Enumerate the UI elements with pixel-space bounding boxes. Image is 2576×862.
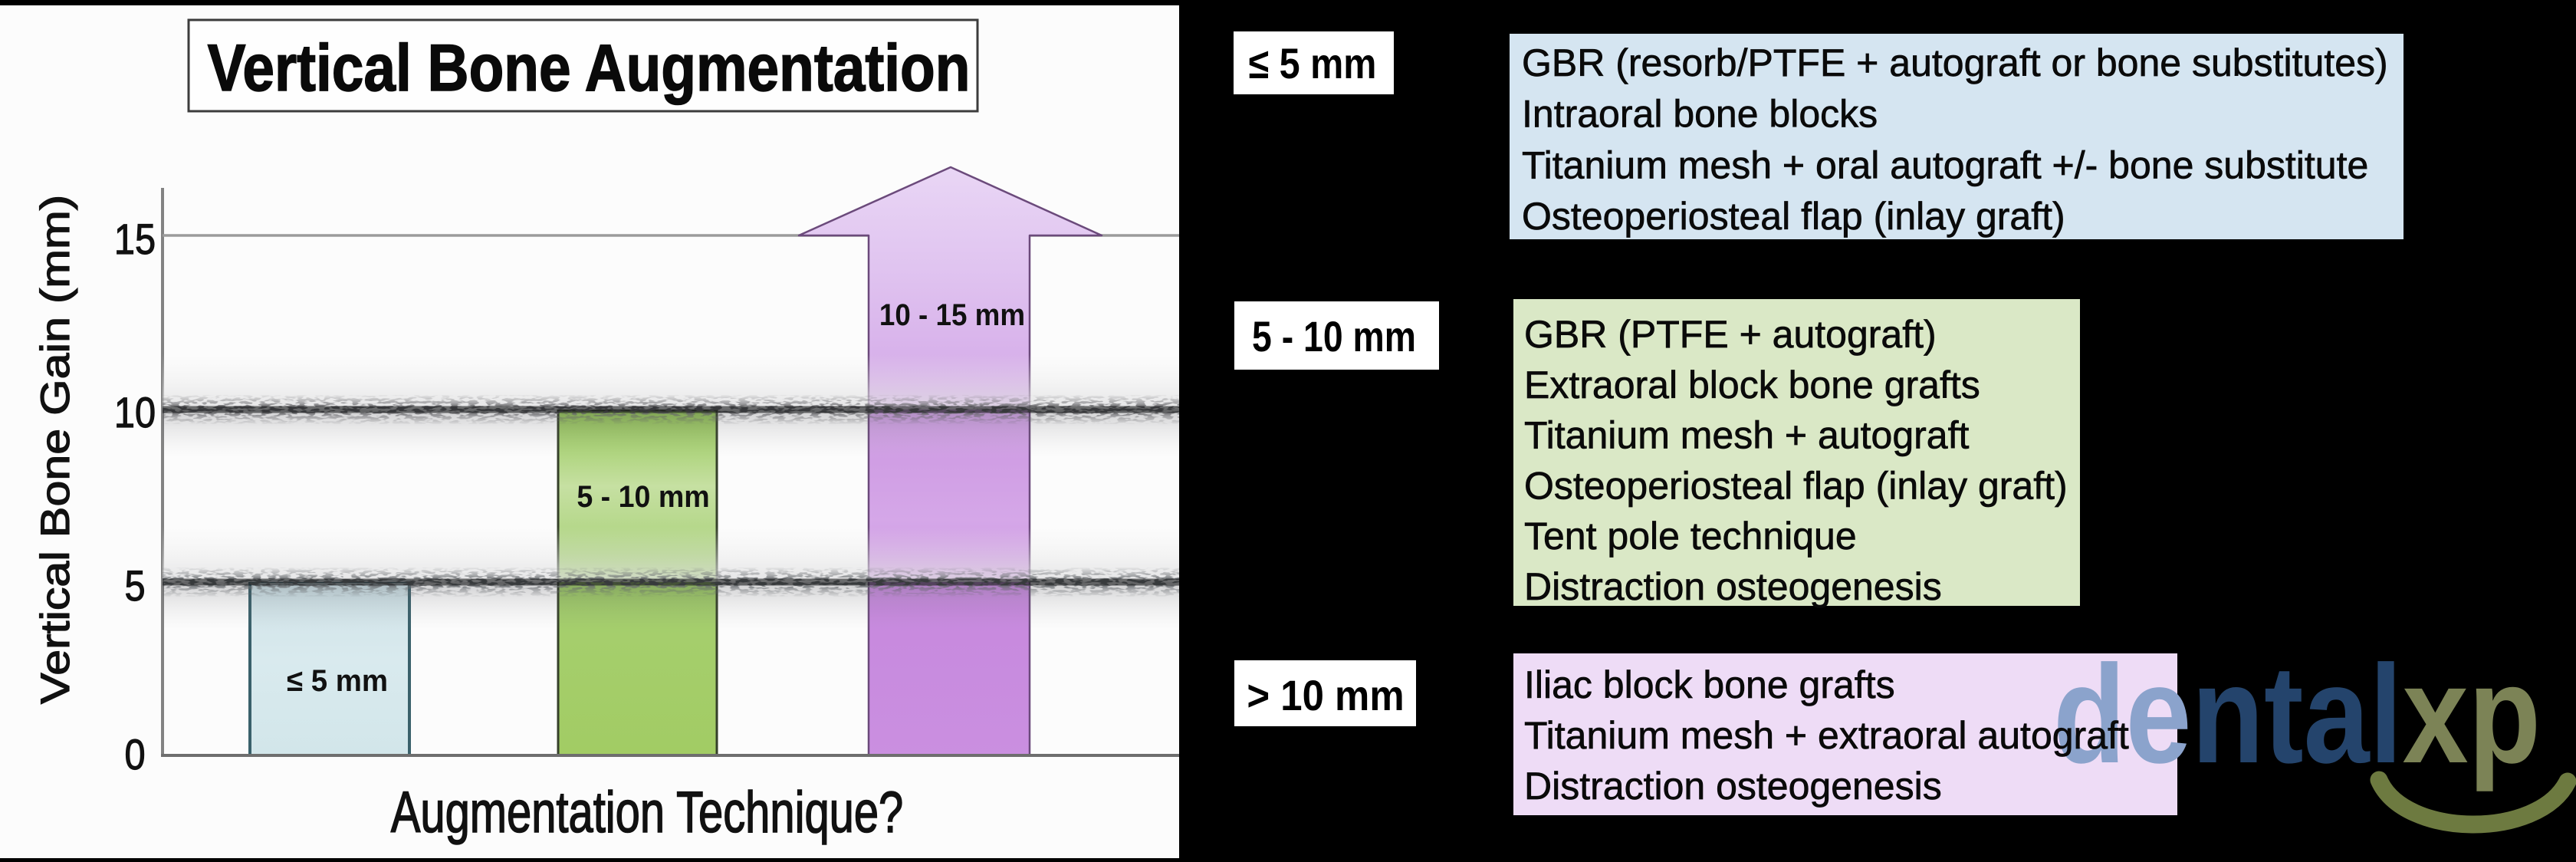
svg-text:Distraction osteogenesis: Distraction osteogenesis xyxy=(1524,565,1942,608)
svg-text:Osteoperiosteal flap (inlay gr: Osteoperiosteal flap (inlay graft) xyxy=(1522,195,2065,238)
svg-text:> 10 mm: > 10 mm xyxy=(1247,673,1404,720)
svg-text:Osteoperiosteal flap (inlay gr: Osteoperiosteal flap (inlay graft) xyxy=(1524,464,2068,507)
svg-text:Distraction osteogenesis: Distraction osteogenesis xyxy=(1524,765,1942,808)
svg-text:Tent pole technique: Tent pole technique xyxy=(1524,515,1857,558)
svg-text:10: 10 xyxy=(114,389,156,437)
svg-text:dentalxp: dentalxp xyxy=(2053,636,2541,792)
svg-text:Titanium mesh + extraoral auto: Titanium mesh + extraoral autograft xyxy=(1524,714,2129,757)
svg-text:Vertical Bone Augmentation: Vertical Bone Augmentation xyxy=(208,31,971,105)
svg-text:Extraoral block bone grafts: Extraoral block bone grafts xyxy=(1524,364,1980,406)
svg-text:≤ 5 mm: ≤ 5 mm xyxy=(287,664,388,698)
svg-text:Augmentation Technique?: Augmentation Technique? xyxy=(391,781,903,845)
svg-text:≤ 5 mm: ≤ 5 mm xyxy=(1249,41,1377,88)
svg-text:GBR (resorb/PTFE + autograft o: GBR (resorb/PTFE + autograft or bone sub… xyxy=(1522,41,2388,84)
svg-text:Vertical Bone Gain (mm): Vertical Bone Gain (mm) xyxy=(33,195,78,704)
svg-text:GBR (PTFE + autograft): GBR (PTFE + autograft) xyxy=(1524,313,1937,356)
svg-text:5: 5 xyxy=(124,562,145,610)
svg-text:Titanium mesh + oral autograft: Titanium mesh + oral autograft +/- bone … xyxy=(1522,143,2368,186)
svg-text:Titanium mesh + autograft: Titanium mesh + autograft xyxy=(1524,414,1969,457)
svg-text:Intraoral bone blocks: Intraoral bone blocks xyxy=(1522,93,1878,136)
svg-text:Iliac block bone grafts: Iliac block bone grafts xyxy=(1524,663,1895,706)
svg-text:15: 15 xyxy=(114,216,156,264)
svg-text:5 - 10 mm: 5 - 10 mm xyxy=(1252,312,1416,360)
svg-text:5 - 10 mm: 5 - 10 mm xyxy=(577,480,709,514)
svg-text:0: 0 xyxy=(124,731,145,779)
svg-text:10 - 15 mm: 10 - 15 mm xyxy=(879,298,1025,333)
